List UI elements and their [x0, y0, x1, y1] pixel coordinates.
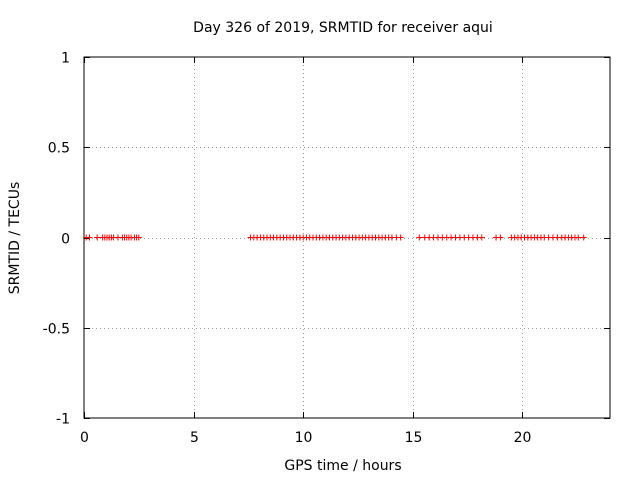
x-axis-label: GPS time / hours [284, 458, 401, 474]
data-point [94, 234, 101, 241]
y-tick-label: 0.5 [48, 141, 70, 157]
x-tick-label: 20 [514, 430, 532, 446]
y-tick-label: 0 [61, 232, 70, 248]
data-point [86, 234, 93, 241]
x-tick-label: 0 [80, 430, 89, 446]
data-point [416, 234, 423, 241]
y-axis-label: SRMTID / TECUs [7, 182, 23, 295]
y-tick-label: -1 [56, 412, 70, 428]
data-points [83, 234, 587, 241]
data-point [575, 234, 582, 241]
chart-title: Day 326 of 2019, SRMTID for receiver aqu… [193, 20, 493, 36]
data-point [397, 234, 404, 241]
ticks: 0 5 10 15 20 -1 -0.5 0 0.5 1 [43, 51, 610, 446]
data-point [580, 234, 587, 241]
data-point [478, 234, 485, 241]
x-tick-label: 10 [295, 430, 313, 446]
data-point [497, 234, 504, 241]
x-tick-label: 15 [405, 430, 423, 446]
y-tick-label: -0.5 [43, 322, 70, 338]
data-point [135, 234, 142, 241]
y-tick-label: 1 [61, 51, 70, 67]
x-tick-label: 5 [190, 430, 199, 446]
